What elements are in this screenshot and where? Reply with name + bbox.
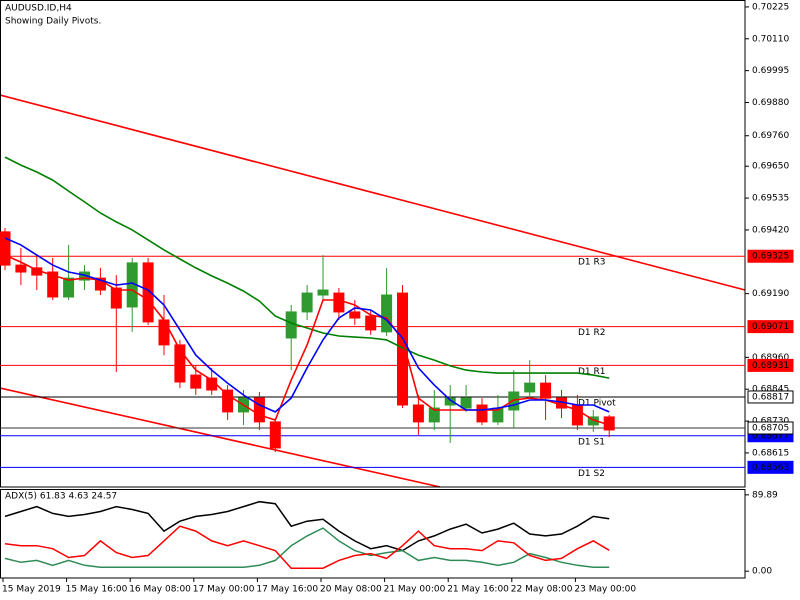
candle-body bbox=[571, 404, 583, 426]
y-tick-label: 0.70225 bbox=[752, 2, 789, 12]
indicator-line bbox=[4, 525, 610, 569]
indicator-line bbox=[4, 527, 610, 568]
sub-pane bbox=[0, 489, 746, 579]
y-tick-label: 0.68845 bbox=[752, 385, 789, 395]
pivot-label: D1 S2 bbox=[578, 469, 605, 479]
candle-body bbox=[269, 421, 281, 449]
price-label: 0.68705 bbox=[752, 423, 789, 433]
pivot-price-label: 0.68931 bbox=[752, 361, 789, 371]
pivot-price-label: 0.69071 bbox=[752, 322, 789, 332]
pivot-label: D1 Pivot bbox=[578, 398, 616, 408]
candle-body bbox=[349, 311, 361, 319]
pivot-label: D1 R1 bbox=[578, 367, 606, 377]
y-tick-label: 0.69880 bbox=[752, 98, 789, 108]
indicator-title: ADX(5) 61.83 4.63 24.57 bbox=[5, 492, 117, 502]
candle-body bbox=[0, 231, 11, 266]
y-tick-label: 0.69420 bbox=[752, 225, 789, 235]
candle-body bbox=[460, 397, 472, 409]
x-tick-label: 17 May 16:00 bbox=[256, 585, 318, 595]
candle-body bbox=[47, 271, 59, 298]
x-tick-label: 15 May 16:00 bbox=[66, 585, 128, 595]
pivot-price-box bbox=[747, 249, 794, 263]
moving-average bbox=[4, 254, 610, 426]
candle-body bbox=[110, 287, 122, 309]
candle-body bbox=[365, 315, 377, 331]
candle-body bbox=[301, 292, 313, 313]
candle-body bbox=[381, 294, 393, 333]
pivot-label: D1 S1 bbox=[578, 437, 605, 447]
candle-body bbox=[333, 292, 345, 313]
x-tick-label: 16 May 08:00 bbox=[129, 585, 191, 595]
pivot-price-box bbox=[747, 358, 794, 372]
pivot-label: D1 R3 bbox=[578, 258, 606, 268]
candle-body bbox=[142, 262, 154, 323]
pivot-price-label: 0.68677 bbox=[752, 431, 789, 441]
chart-title: AUDUSD.ID,H4 bbox=[5, 4, 72, 14]
y-tick-label: 0.00 bbox=[752, 567, 772, 577]
chart-subtitle: Showing Daily Pivots. bbox=[5, 17, 101, 27]
indicator-line bbox=[4, 500, 610, 552]
candle-body bbox=[174, 344, 186, 383]
pivot-price-label: 0.68817 bbox=[752, 392, 789, 402]
y-tick-label: 0.69535 bbox=[752, 194, 789, 204]
candle-body bbox=[15, 264, 27, 273]
candle-body bbox=[428, 407, 440, 423]
pivot-price-box bbox=[747, 320, 794, 334]
y-tick-label: 0.69190 bbox=[752, 289, 789, 299]
candle-body bbox=[508, 391, 520, 411]
candle-body bbox=[476, 404, 488, 423]
pivot-price-box bbox=[747, 460, 794, 474]
candle-body bbox=[222, 389, 234, 413]
trend-line bbox=[0, 94, 746, 291]
candle-body bbox=[317, 289, 329, 296]
pivot-price-label: 0.69325 bbox=[752, 252, 789, 262]
x-tick-label: 23 May 00:00 bbox=[574, 585, 636, 595]
candle-body bbox=[253, 397, 265, 423]
pivot-label: D1 R2 bbox=[578, 328, 606, 338]
y-tick-label: 0.69650 bbox=[752, 162, 789, 172]
y-tick-label: 0.68615 bbox=[752, 448, 789, 458]
candle-body bbox=[63, 277, 75, 298]
candle-body bbox=[190, 374, 202, 389]
candle-body bbox=[158, 319, 170, 346]
candle-body bbox=[540, 382, 552, 399]
moving-average bbox=[4, 237, 610, 413]
trend-line bbox=[0, 387, 441, 488]
candle-body bbox=[444, 397, 456, 406]
x-tick-label: 17 May 00:00 bbox=[193, 585, 255, 595]
x-tick-label: 21 May 00:00 bbox=[384, 585, 446, 595]
x-tick-label: 15 May 2019 bbox=[2, 585, 61, 595]
candle-body bbox=[524, 382, 536, 393]
candle-body bbox=[285, 311, 297, 339]
x-tick-label: 20 May 08:00 bbox=[320, 585, 382, 595]
y-tick-label: 0.70110 bbox=[752, 34, 789, 44]
y-tick-label: 89.89 bbox=[752, 490, 778, 500]
y-tick-label: 0.69760 bbox=[752, 131, 789, 141]
y-tick-label: 0.69995 bbox=[752, 66, 789, 76]
x-tick-label: 22 May 08:00 bbox=[511, 585, 573, 595]
candle-body bbox=[412, 404, 424, 423]
price-box bbox=[747, 421, 794, 435]
moving-average bbox=[4, 156, 610, 379]
pivot-price-box bbox=[747, 390, 794, 404]
x-tick-label: 21 May 16:00 bbox=[447, 585, 509, 595]
y-tick-label: 0.68960 bbox=[752, 353, 789, 363]
pivot-price-label: 0.68563 bbox=[752, 463, 789, 473]
